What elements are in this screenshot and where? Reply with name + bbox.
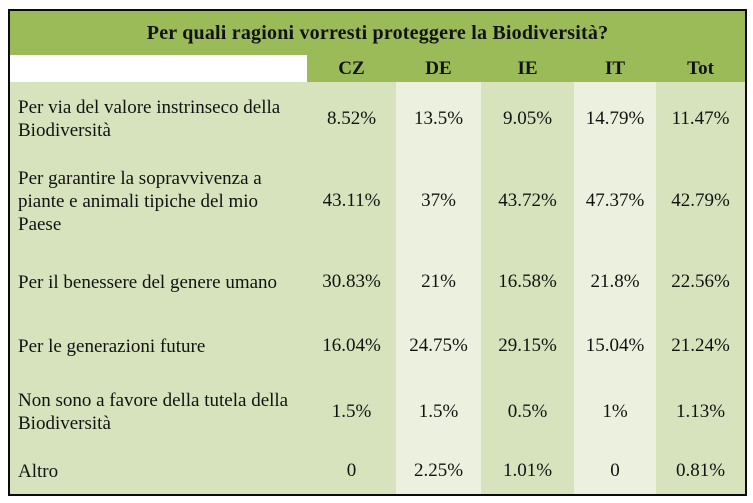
column-header-tot: Tot — [656, 55, 747, 82]
row-label: Non sono a favore della tutela della Bio… — [9, 375, 307, 448]
row-label: Altro — [9, 448, 307, 495]
value-cell: 1.5% — [307, 375, 396, 448]
value-cell: 43.11% — [307, 155, 396, 247]
value-cell: 21.24% — [656, 317, 747, 375]
value-cell: 30.83% — [307, 247, 396, 317]
value-cell: 29.15% — [481, 317, 574, 375]
value-cell: 9.05% — [481, 82, 574, 155]
table-row: Per via del valore instrinseco della Bio… — [9, 82, 747, 155]
column-header-de: DE — [396, 55, 481, 82]
value-cell: 11.47% — [656, 82, 747, 155]
value-cell: 0.81% — [656, 448, 747, 495]
column-header-row: CZ DE IE IT Tot — [9, 55, 747, 82]
column-header-ie: IE — [481, 55, 574, 82]
value-cell: 16.58% — [481, 247, 574, 317]
value-cell: 15.04% — [574, 317, 656, 375]
table-row: Non sono a favore della tutela della Bio… — [9, 375, 747, 448]
value-cell: 43.72% — [481, 155, 574, 247]
value-cell: 47.37% — [574, 155, 656, 247]
column-header-cz: CZ — [307, 55, 396, 82]
table-row: Altro 0 2.25% 1.01% 0 0.81% — [9, 448, 747, 495]
value-cell: 21.8% — [574, 247, 656, 317]
corner-cell — [9, 55, 307, 82]
value-cell: 16.04% — [307, 317, 396, 375]
value-cell: 2.25% — [396, 448, 481, 495]
column-header-it: IT — [574, 55, 656, 82]
biodiversity-table: Per quali ragioni vorresti proteggere la… — [8, 9, 748, 496]
table-row: Per garantire la sopravvivenza a piante … — [9, 155, 747, 247]
value-cell: 1.01% — [481, 448, 574, 495]
value-cell: 42.79% — [656, 155, 747, 247]
value-cell: 21% — [396, 247, 481, 317]
table-row: Per le generazioni future 16.04% 24.75% … — [9, 317, 747, 375]
value-cell: 13.5% — [396, 82, 481, 155]
value-cell: 8.52% — [307, 82, 396, 155]
row-label: Per il benessere del genere umano — [9, 247, 307, 317]
value-cell: 1.5% — [396, 375, 481, 448]
row-label: Per le generazioni future — [9, 317, 307, 375]
value-cell: 0 — [307, 448, 396, 495]
value-cell: 1% — [574, 375, 656, 448]
table-row: Per il benessere del genere umano 30.83%… — [9, 247, 747, 317]
value-cell: 37% — [396, 155, 481, 247]
value-cell: 14.79% — [574, 82, 656, 155]
table-title: Per quali ragioni vorresti proteggere la… — [9, 10, 747, 55]
row-label: Per garantire la sopravvivenza a piante … — [9, 155, 307, 247]
title-row: Per quali ragioni vorresti proteggere la… — [9, 10, 747, 55]
value-cell: 1.13% — [656, 375, 747, 448]
value-cell: 24.75% — [396, 317, 481, 375]
value-cell: 0 — [574, 448, 656, 495]
value-cell: 0.5% — [481, 375, 574, 448]
value-cell: 22.56% — [656, 247, 747, 317]
row-label: Per via del valore instrinseco della Bio… — [9, 82, 307, 155]
